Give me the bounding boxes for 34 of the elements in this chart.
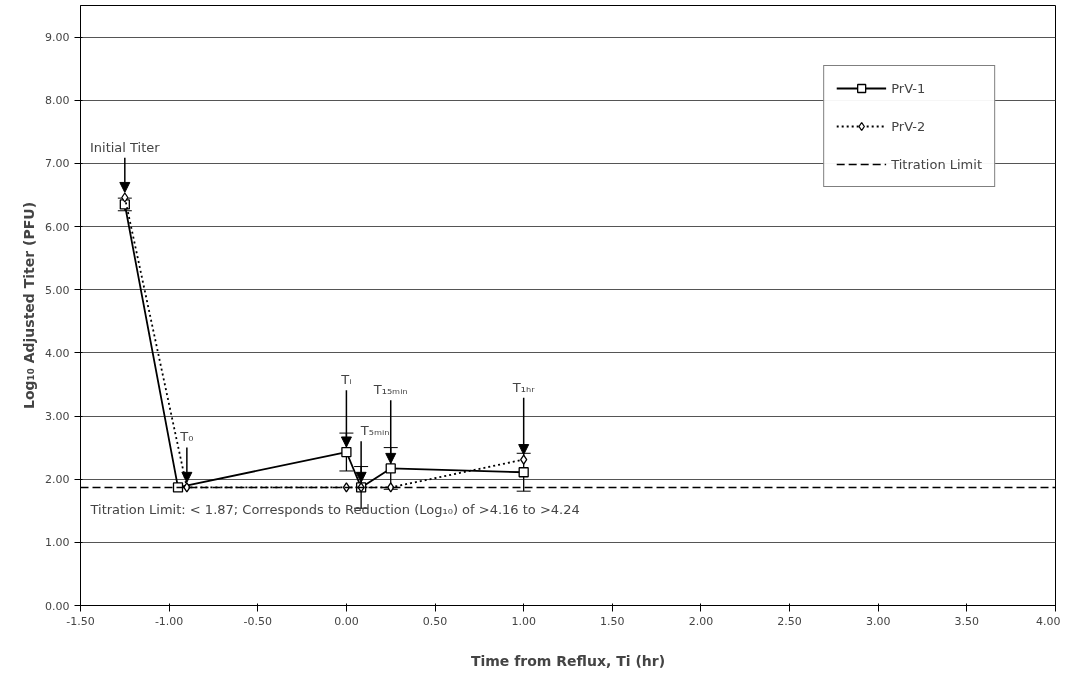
y-tick-label: 8.00 bbox=[45, 94, 70, 108]
x-tick-label: 2.00 bbox=[688, 614, 714, 628]
y-tick-label: 0.00 bbox=[45, 599, 70, 613]
y-tick-label: 9.00 bbox=[45, 31, 70, 45]
y-axis-title: Log₁₀ Adjusted Titer (PFU) bbox=[21, 201, 38, 410]
annotation: Initial Titer bbox=[89, 139, 161, 155]
x-tick-label: -1.50 bbox=[66, 614, 95, 628]
annotation: Tᵢ bbox=[340, 371, 352, 387]
legend-label: Titration Limit bbox=[891, 156, 982, 172]
y-tick-label: 1.00 bbox=[45, 536, 70, 550]
annotation: T₁ₕᵣ bbox=[511, 379, 536, 395]
x-tick-label: 3.50 bbox=[954, 614, 980, 628]
x-axis-title: Time from Reflux, Ti (hr) bbox=[470, 652, 666, 669]
legend-label: PrV-1 bbox=[891, 80, 926, 96]
y-tick-label: 2.00 bbox=[45, 473, 70, 487]
y-tick-label: 7.00 bbox=[45, 157, 70, 171]
x-tick-label: 2.50 bbox=[777, 614, 802, 628]
x-tick-label: 1.00 bbox=[511, 614, 536, 628]
x-tick-label: 1.50 bbox=[600, 614, 625, 628]
x-tick-label: -1.00 bbox=[154, 614, 184, 628]
x-tick-label: 3.00 bbox=[865, 614, 891, 628]
y-tick-label: 6.00 bbox=[45, 220, 70, 234]
y-tick-label: 4.00 bbox=[45, 346, 70, 360]
x-tick-label: 0.50 bbox=[422, 614, 448, 628]
legend-label: PrV-2 bbox=[891, 118, 926, 134]
y-tick-label: 5.00 bbox=[45, 283, 70, 297]
annotation: T₁₅ₘᵢₙ bbox=[372, 382, 408, 398]
x-tick-label: 0.00 bbox=[334, 614, 359, 628]
annotation: T₅ₘᵢₙ bbox=[359, 423, 390, 439]
x-tick-label: 4.00 bbox=[1036, 614, 1061, 628]
annotation: Titration Limit: < 1.87; Corresponds to Reduction (Log₁₀) of >4.16 to >4.24 bbox=[89, 502, 580, 518]
x-tick-label: -0.50 bbox=[243, 614, 273, 628]
annotation: T₀ bbox=[179, 429, 194, 445]
y-tick-label: 3.00 bbox=[45, 410, 70, 424]
